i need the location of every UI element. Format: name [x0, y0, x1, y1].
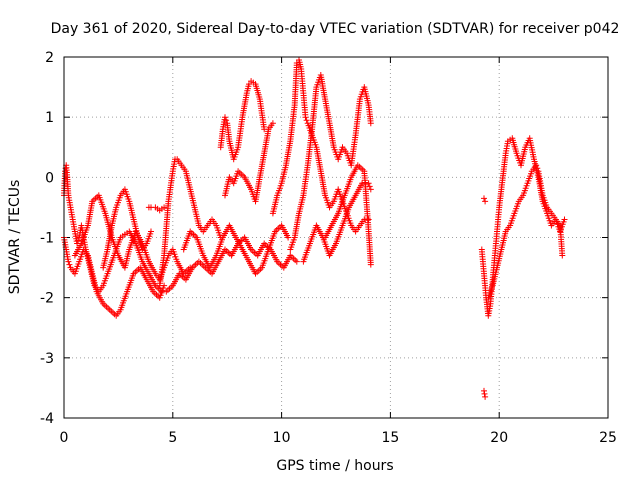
data-point-track-i [222, 114, 228, 121]
y-tick-label: -1 [40, 231, 54, 247]
data-point-track-e [161, 204, 168, 211]
x-tick-label: 15 [381, 430, 399, 446]
data-point-track-m [367, 186, 374, 193]
data-point-track-l [367, 120, 374, 127]
x-tick-label: 25 [599, 430, 617, 446]
data-point-track-r [561, 216, 568, 223]
y-tick-label: -2 [40, 291, 54, 307]
data-point-track-p [481, 195, 487, 202]
x-axis-label: GPS time / hours [276, 458, 393, 474]
data-point-track-o [481, 390, 488, 397]
data-point-track-j [269, 120, 276, 127]
x-tick-label: 10 [273, 430, 291, 446]
y-tick-label: 1 [45, 110, 54, 126]
data-point-track-d [148, 228, 154, 235]
data-point-track-g [163, 288, 170, 295]
data-point-track-n [367, 261, 374, 268]
grid [64, 57, 608, 418]
data-point-track-i [223, 117, 230, 124]
data-point-track-k [302, 114, 309, 121]
y-tick-label: -3 [40, 351, 54, 367]
chart-title: Day 361 of 2020, Sidereal Day-to-day VTE… [51, 21, 620, 37]
data-point-track-m [365, 180, 372, 187]
data-point-track-p [482, 198, 489, 205]
y-tick-label: -4 [40, 411, 54, 427]
data-point-track-o [482, 393, 489, 400]
y-axis-label: SDTVAR / TECUs [7, 180, 23, 295]
axis-ticks: 0 5 10 15 20 25 -4 -3 -2 -1 0 1 2 [40, 50, 617, 446]
data-point-track-k [365, 216, 372, 223]
y-tick-label: 0 [45, 170, 54, 186]
plot-frame [63, 56, 609, 419]
data-point-track-h [285, 234, 292, 241]
x-tick-label: 20 [490, 430, 508, 446]
data-point-track-b [75, 237, 82, 244]
x-tick-label: 0 [60, 430, 69, 446]
data-point-track-k [303, 117, 310, 124]
data-points [61, 57, 568, 400]
data-point-track-a [65, 258, 72, 265]
data-point-track-r [533, 162, 540, 169]
data-point-track-a [66, 261, 73, 268]
data-point-track-g [293, 258, 300, 265]
y-tick-label: 2 [45, 50, 54, 66]
data-point-track-r [534, 165, 541, 172]
x-tick-label: 5 [168, 430, 177, 446]
data-point-track-q [559, 252, 566, 259]
